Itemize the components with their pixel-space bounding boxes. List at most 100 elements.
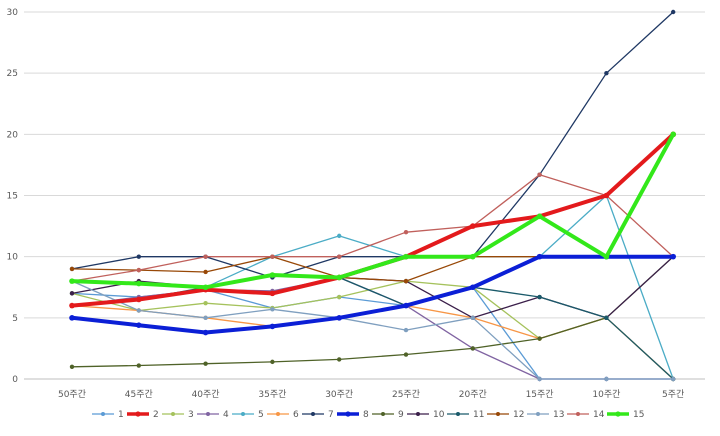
data-point	[337, 357, 342, 362]
data-point	[337, 254, 342, 259]
data-point	[403, 278, 409, 284]
data-point	[203, 269, 208, 275]
data-point	[136, 308, 141, 313]
data-point	[269, 290, 276, 297]
data-point	[270, 254, 275, 259]
legend-item-15: 15	[607, 410, 644, 420]
data-point	[537, 336, 542, 341]
data-point	[136, 280, 142, 287]
data-point	[470, 346, 475, 351]
legend-marker	[536, 412, 540, 416]
legend-item-11: 11	[447, 410, 484, 420]
series-7	[69, 9, 676, 280]
data-point	[337, 233, 342, 239]
data-point	[470, 315, 475, 321]
series-13	[69, 278, 676, 382]
series-line	[71, 11, 674, 279]
data-point	[403, 253, 409, 260]
legend: 1 2 3 4 5 6 7 8 9 10 11 12 13 14 15	[92, 410, 644, 420]
data-point	[203, 315, 208, 321]
data-point	[603, 253, 610, 260]
legend-marker	[206, 412, 210, 416]
data-point	[671, 376, 676, 382]
series-line	[71, 174, 674, 282]
legend-label: 9	[398, 410, 404, 420]
legend-item-9: 9	[372, 410, 404, 420]
series-2	[69, 131, 676, 309]
legend-label: 7	[328, 410, 334, 420]
data-point	[203, 254, 208, 259]
y-axis-ticks: 0 5 10 15 20 25 30	[7, 8, 19, 385]
data-point	[269, 323, 276, 330]
data-point	[69, 302, 75, 309]
legend-label: 11	[473, 410, 484, 420]
data-point	[69, 291, 75, 296]
legend-marker	[171, 412, 175, 416]
legend-label: 15	[633, 410, 644, 420]
data-point	[403, 230, 409, 235]
legend-label: 2	[153, 410, 159, 420]
data-point	[403, 302, 409, 309]
legend-label: 8	[363, 410, 369, 420]
data-point	[202, 329, 209, 336]
x-tick-label: 30주간	[325, 389, 353, 400]
x-tick-label: 25주간	[392, 389, 420, 400]
legend-item-8: 8	[337, 410, 369, 420]
legend-label: 14	[593, 410, 605, 420]
legend-item-7: 7	[302, 410, 334, 420]
legend-item-3: 3	[162, 410, 194, 420]
legend-label: 3	[188, 410, 194, 420]
legend-marker	[615, 411, 621, 417]
data-point	[69, 315, 75, 321]
series-line	[71, 256, 674, 368]
series-line	[71, 280, 674, 380]
legend-label: 13	[553, 410, 564, 420]
series-line	[71, 194, 674, 380]
legend-item-6: 6	[267, 410, 299, 420]
x-tick-label: 5주간	[662, 389, 684, 400]
x-tick-label: 20주간	[459, 389, 487, 400]
series-line	[71, 304, 674, 380]
legend-marker	[311, 412, 315, 416]
data-point	[671, 9, 676, 15]
legend-marker	[135, 411, 141, 417]
y-tick-label: 15	[7, 192, 18, 202]
legend-label: 10	[433, 410, 445, 420]
legend-marker	[416, 412, 420, 416]
data-point	[537, 294, 542, 300]
x-tick-label: 10주간	[592, 389, 620, 400]
data-point	[337, 294, 342, 300]
x-tick-label: 50주간	[58, 389, 86, 400]
data-point	[336, 274, 343, 281]
legend-marker	[576, 412, 580, 416]
x-tick-label: 45주간	[125, 389, 153, 400]
legend-marker	[345, 411, 351, 417]
data-point	[336, 315, 343, 321]
data-point	[203, 300, 208, 306]
data-point	[536, 253, 543, 260]
data-point	[537, 172, 542, 177]
legend-label: 1	[118, 410, 124, 420]
legend-item-4: 4	[197, 410, 229, 420]
data-point	[670, 253, 676, 260]
data-point	[69, 364, 75, 369]
series-line	[70, 254, 676, 335]
series-lines	[69, 9, 676, 382]
data-point	[69, 278, 75, 284]
data-point	[403, 327, 409, 333]
data-point	[603, 192, 610, 199]
data-point	[403, 352, 409, 357]
legend-item-13: 13	[527, 410, 564, 420]
data-point	[536, 213, 543, 220]
data-point	[604, 315, 609, 321]
y-tick-label: 10	[7, 253, 19, 263]
data-point	[136, 322, 142, 328]
data-point	[269, 272, 276, 278]
legend-item-12: 12	[487, 410, 524, 420]
legend-item-5: 5	[232, 410, 264, 420]
legend-marker	[456, 412, 460, 416]
data-point	[69, 266, 75, 272]
data-point	[537, 376, 542, 382]
y-tick-label: 0	[12, 375, 18, 385]
